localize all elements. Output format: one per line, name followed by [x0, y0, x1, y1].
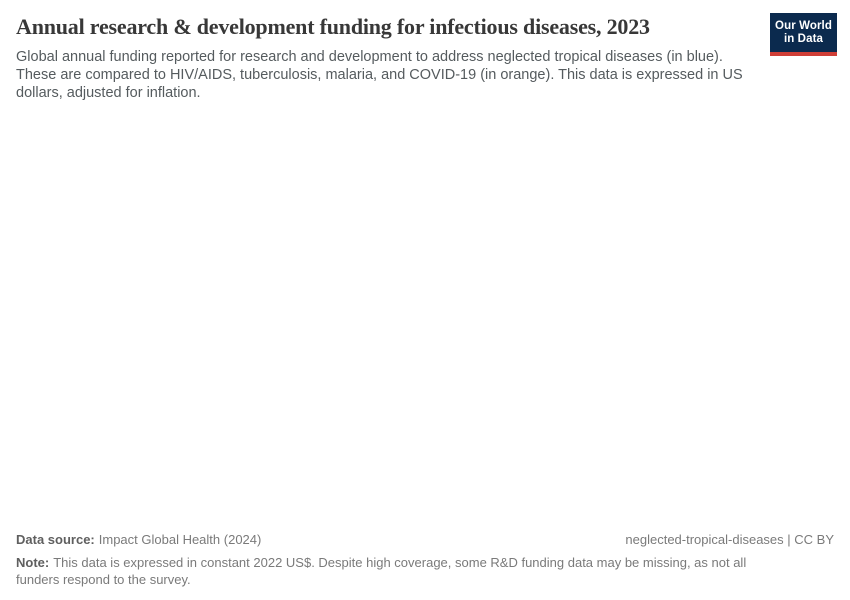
chart-footer: Data source: Impact Global Health (2024) … — [16, 532, 834, 588]
note-text: This data is expressed in constant 2022 … — [16, 555, 747, 587]
footer-sources-row: Data source: Impact Global Health (2024) … — [16, 532, 834, 548]
owid-logo[interactable]: Our World in Data — [770, 13, 837, 56]
owid-logo-line2: in Data — [783, 33, 824, 45]
chart-header: Annual research & development funding fo… — [16, 13, 755, 102]
chart-title: Annual research & development funding fo… — [16, 14, 650, 39]
note-label: Note: — [16, 555, 50, 570]
data-source-line: Data source: Impact Global Health (2024) — [16, 532, 261, 548]
chart-plot-area-empty — [0, 108, 850, 525]
footer-note: Note: This data is expressed in constant … — [16, 555, 764, 588]
owid-logo-line1: Our World — [775, 20, 832, 32]
license-link[interactable]: neglected-tropical-diseases | CC BY — [625, 532, 834, 547]
data-source-value[interactable]: Impact Global Health (2024) — [98, 532, 262, 547]
chart-subtitle: Global annual funding reported for resea… — [16, 49, 743, 101]
data-source-label: Data source: — [16, 532, 95, 547]
